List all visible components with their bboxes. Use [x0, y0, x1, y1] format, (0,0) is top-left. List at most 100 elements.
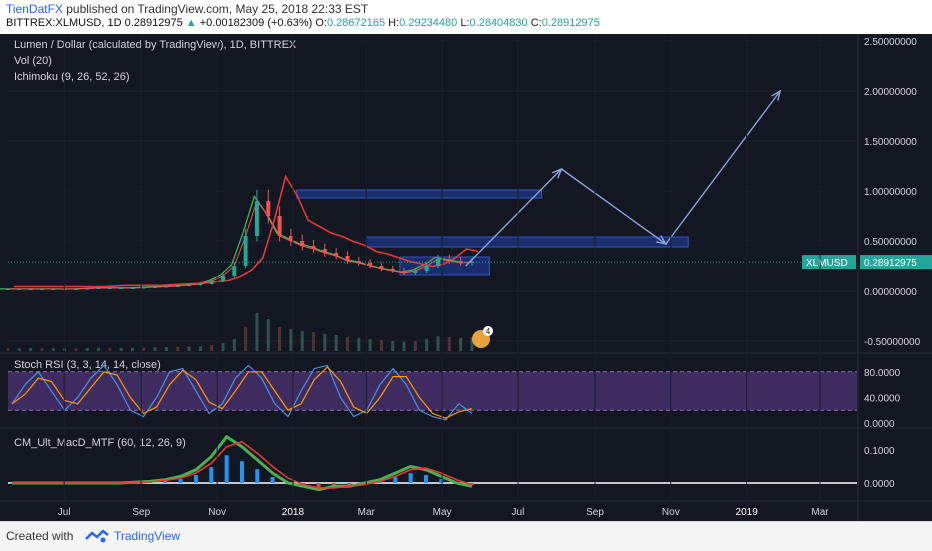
low-value: 0.28404830 [469, 17, 528, 29]
base-line [14, 174, 479, 288]
macd-histogram-bar [393, 477, 398, 483]
volume-bar [119, 347, 123, 351]
time-tick-label: Jul [512, 507, 525, 518]
volume-bar [334, 335, 338, 351]
candle[interactable] [220, 276, 225, 281]
time-tick-label: Sep [132, 507, 150, 518]
stoch-tick-label: 40.0000 [864, 393, 901, 404]
price-tick-label: 0.50000000 [864, 237, 917, 248]
candle[interactable] [447, 259, 452, 261]
symbol-tag-label: XLMUSD [806, 258, 848, 269]
candle[interactable] [334, 253, 339, 256]
candle[interactable] [164, 286, 169, 288]
volume-bar [357, 337, 361, 351]
chart-svg[interactable]: 2.50000000 2.00000000 1.50000000 1.00000000… [0, 34, 932, 521]
candle[interactable] [96, 288, 101, 289]
volume-bar [97, 347, 101, 351]
price-tick-label: 2.00000000 [864, 87, 917, 98]
candle[interactable] [39, 289, 44, 290]
volume-bar [51, 348, 55, 351]
candle[interactable] [458, 261, 463, 263]
macd-signal-line [12, 440, 473, 489]
open-value: 0.28672165 [326, 17, 386, 29]
candle[interactable] [266, 201, 271, 216]
price-tick-label: 0.00000000 [864, 287, 917, 298]
chart-area[interactable]: 2.50000000 2.00000000 1.50000000 1.00000000… [0, 34, 932, 521]
candle[interactable] [424, 266, 429, 271]
candle[interactable] [187, 285, 192, 286]
symbol-tag [802, 255, 856, 270]
time-tick-label: Mar [811, 507, 829, 518]
time-tick-label: Sep [586, 507, 604, 518]
candle[interactable] [28, 289, 33, 290]
candle[interactable] [73, 289, 78, 290]
volume-bar [29, 348, 33, 351]
candle[interactable] [345, 256, 350, 261]
projection-arrow[interactable] [561, 168, 667, 245]
candle[interactable] [107, 288, 112, 289]
candle[interactable] [402, 271, 407, 273]
stoch-tick-label: 80.0000 [864, 368, 901, 379]
volume-bar [470, 337, 474, 351]
volume-bar [300, 331, 304, 351]
volume-bar [187, 346, 191, 351]
volume-bar [413, 341, 417, 351]
candle[interactable] [85, 288, 90, 290]
volume-bar [130, 347, 134, 351]
candle[interactable] [175, 286, 180, 287]
macd-histogram-bar [255, 469, 260, 483]
resistance-zone[interactable] [365, 236, 689, 248]
author-link[interactable]: TienDatFX [6, 2, 63, 16]
macd-histogram-bar [270, 477, 275, 483]
volume-bar [176, 347, 180, 351]
candle[interactable] [119, 288, 124, 289]
candle[interactable] [322, 249, 327, 253]
candle[interactable] [413, 271, 418, 273]
arrowhead [771, 89, 782, 101]
candle[interactable] [243, 236, 248, 266]
volume-bar [108, 347, 112, 351]
candle[interactable] [379, 266, 384, 269]
projection-arrow[interactable] [665, 90, 781, 245]
candle[interactable] [254, 201, 259, 236]
candle[interactable] [51, 289, 56, 290]
stoch-tick-label: 0.0000 [864, 419, 895, 430]
candle[interactable] [356, 261, 361, 263]
candle[interactable] [288, 236, 293, 241]
volume-bar [266, 319, 270, 351]
candle[interactable] [153, 287, 158, 288]
resistance-zone[interactable] [399, 256, 490, 276]
resistance-zone[interactable] [296, 189, 543, 199]
projection-arrow[interactable] [465, 168, 562, 267]
volume-bar [198, 346, 202, 351]
ichimoku-legend: Ichimoku (9, 26, 52, 26) [14, 71, 130, 83]
published-text: published on TradingView.com, May 25, 20… [62, 2, 369, 16]
macd-tick-label: 0.1000 [864, 446, 895, 457]
candle[interactable] [311, 246, 316, 249]
volume-bar [74, 348, 78, 351]
close-label: C: [530, 17, 542, 29]
candle[interactable] [390, 269, 395, 271]
candle[interactable] [469, 262, 474, 263]
price-tick-label: 2.50000000 [864, 37, 917, 48]
candle[interactable] [17, 289, 22, 290]
candle[interactable] [209, 281, 214, 284]
candle[interactable] [6, 289, 10, 290]
publish-line: TienDatFX published on TradingView.com, … [6, 2, 368, 16]
macd-histogram-bar [239, 461, 244, 483]
candle[interactable] [277, 216, 282, 236]
volume-bar [221, 343, 225, 351]
candle[interactable] [368, 263, 373, 266]
time-tick-label: 2018 [282, 507, 305, 518]
volume-bar [17, 348, 21, 351]
macd-histogram-bar [178, 479, 183, 483]
candle[interactable] [198, 284, 203, 285]
candle[interactable] [232, 266, 237, 276]
candle[interactable] [130, 288, 135, 289]
high-label: H: [388, 17, 400, 29]
macd-histogram-bar [316, 483, 321, 487]
candle[interactable] [141, 287, 146, 289]
tradingview-link[interactable]: TradingView [114, 529, 181, 543]
candle[interactable] [300, 241, 305, 246]
price-tick-label: 1.00000000 [864, 187, 917, 198]
